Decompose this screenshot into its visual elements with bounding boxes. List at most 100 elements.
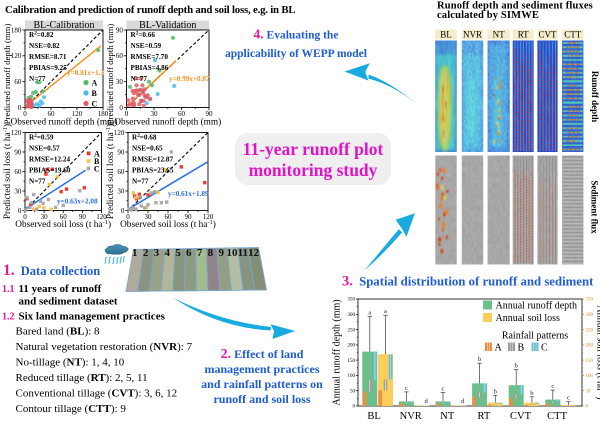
svg-text:1. Data collection: 1. Data collection: [3, 262, 100, 279]
svg-text:Reduced tillage (RT): 2, 5, 11: Reduced tillage (RT): 2, 5, 11: [16, 372, 148, 384]
svg-text:60: 60: [117, 168, 125, 176]
svg-text:0: 0: [18, 207, 22, 215]
svg-text:monitoring study: monitoring study: [249, 160, 378, 180]
svg-text:PBIAS=9.25: PBIAS=9.25: [29, 64, 67, 72]
svg-text:Predicted runoff depth (mm): Predicted runoff depth (mm): [2, 24, 12, 125]
svg-text:5: 5: [175, 247, 181, 259]
svg-text:RMSE=12.87: RMSE=12.87: [132, 156, 173, 164]
svg-text:Contour tillage (CTT): 9: Contour tillage (CTT): 9: [16, 403, 127, 415]
svg-text:4: 4: [164, 247, 170, 259]
svg-text:Annual soil loss: Annual soil loss: [496, 313, 561, 324]
svg-text:3: 3: [154, 247, 160, 259]
svg-text:C: C: [94, 164, 100, 173]
svg-text:11 years of runoff: 11 years of runoff: [19, 283, 102, 295]
svg-text:60: 60: [14, 78, 22, 86]
svg-text:R2​=0.66: R2​=0.66: [131, 31, 156, 40]
svg-text:c: c: [567, 395, 570, 402]
svg-text:60: 60: [14, 168, 22, 176]
svg-text:Sediment flux: Sediment flux: [590, 180, 600, 234]
svg-text:applicability of WEPP model: applicability of WEPP model: [225, 48, 367, 60]
svg-text:NVR: NVR: [463, 30, 482, 40]
svg-text:2: 2: [143, 247, 149, 259]
svg-text:B: B: [92, 89, 98, 98]
svg-text:300: 300: [348, 313, 356, 318]
svg-text:a: a: [368, 309, 371, 316]
svg-text:200: 200: [586, 344, 594, 349]
svg-text:Predicted runoff depth (mm): Predicted runoff depth (mm): [105, 24, 115, 125]
svg-text:management practices: management practices: [205, 362, 320, 376]
svg-text:0: 0: [353, 405, 356, 410]
svg-text:90: 90: [14, 148, 22, 156]
svg-text:and rainfall patterns on: and rainfall patterns on: [201, 377, 323, 391]
svg-text:7: 7: [197, 247, 203, 259]
svg-text:b: b: [478, 356, 481, 363]
svg-text:11-year runoff plot: 11-year runoff plot: [243, 139, 384, 159]
svg-text:C: C: [92, 99, 98, 108]
svg-text:0: 0: [119, 104, 123, 112]
svg-text:3. Spatial distribution of run: 3. Spatial distribution of runoff and se…: [342, 274, 594, 290]
svg-text:runoff and soil loss: runoff and soil loss: [213, 392, 310, 406]
svg-text:C: C: [541, 343, 548, 354]
svg-text:RT: RT: [518, 30, 529, 40]
svg-text:100: 100: [586, 374, 594, 379]
svg-text:250: 250: [586, 328, 594, 333]
svg-text:BL: BL: [440, 30, 452, 40]
svg-text:calculated by SIMWE: calculated by SIMWE: [437, 10, 539, 21]
svg-text:6: 6: [186, 247, 192, 259]
svg-text:PBIAS=19.60: PBIAS=19.60: [29, 166, 71, 174]
svg-text:8: 8: [208, 247, 214, 259]
svg-text:Annual runoff depth: Annual runoff depth: [496, 301, 577, 312]
svg-text:90: 90: [116, 26, 124, 34]
svg-text:90: 90: [117, 148, 125, 156]
svg-text:350: 350: [586, 298, 594, 303]
svg-text:d: d: [461, 398, 465, 405]
svg-text:N=77: N=77: [29, 177, 46, 185]
svg-text:CTT: CTT: [564, 30, 582, 40]
svg-text:60: 60: [116, 52, 124, 60]
svg-text:0: 0: [586, 405, 589, 410]
svg-text:NVR: NVR: [400, 411, 422, 422]
svg-text:30: 30: [117, 187, 125, 195]
svg-text:N=77: N=77: [132, 177, 149, 185]
svg-text:10: 10: [227, 247, 239, 259]
svg-text:PBIAS=23.65: PBIAS=23.65: [132, 166, 174, 174]
svg-text:1.2: 1.2: [2, 312, 15, 323]
svg-text:120: 120: [11, 52, 22, 60]
svg-text:300: 300: [586, 313, 594, 318]
svg-text:Conventional tillage (CVT): 3,: Conventional tillage (CVT): 3, 6, 12: [16, 388, 178, 400]
svg-text:9: 9: [218, 247, 224, 259]
svg-text:Rainfall patterns: Rainfall patterns: [502, 331, 568, 342]
svg-text:and sediment dataset: and sediment dataset: [19, 296, 118, 308]
svg-text:NSE=0.82: NSE=0.82: [29, 42, 60, 50]
svg-text:30: 30: [14, 187, 22, 195]
svg-text:PBIAS=4.86: PBIAS=4.86: [131, 64, 169, 72]
svg-text:Bared land (BL): 8: Bared land (BL): 8: [16, 326, 101, 338]
svg-text:NSE=0.59: NSE=0.59: [131, 42, 162, 50]
svg-text:a: a: [384, 308, 387, 315]
svg-text:150: 150: [348, 359, 356, 364]
svg-text:Observed soil loss (t ha-1): Observed soil loss (t ha-1): [15, 219, 111, 230]
svg-text:350: 350: [348, 298, 356, 303]
svg-text:11: 11: [238, 247, 248, 259]
svg-text:RT: RT: [478, 411, 491, 422]
svg-text:NT: NT: [440, 411, 455, 422]
svg-text:Six land management practices: Six land management practices: [19, 311, 166, 323]
svg-text:R2​=0.68: R2​=0.68: [132, 133, 157, 142]
svg-text:CVT: CVT: [539, 30, 558, 40]
svg-text:RMSE=12.24: RMSE=12.24: [29, 156, 70, 164]
svg-text:CVT: CVT: [510, 411, 532, 422]
svg-text:Observed runoff depth (mm): Observed runoff depth (mm): [11, 117, 118, 128]
svg-text:200: 200: [348, 344, 356, 349]
svg-text:250: 250: [348, 328, 356, 333]
svg-text:Observed runoff depth (mm): Observed runoff depth (mm): [114, 117, 221, 128]
svg-text:50: 50: [350, 389, 356, 394]
svg-text:No-tillage (NT): 1, 4, 10: No-tillage (NT): 1, 4, 10: [16, 357, 125, 369]
svg-text:y=0.61x+1.89: y=0.61x+1.89: [168, 190, 209, 198]
svg-text:Predicted soil loss (t ha-1): Predicted soil loss (t ha-1): [105, 124, 116, 219]
svg-text:30: 30: [116, 78, 124, 86]
svg-text:d: d: [424, 398, 428, 405]
svg-text:Calibration and prediction of: Calibration and prediction of runoff dep…: [5, 4, 295, 16]
svg-text:NSE=0.57: NSE=0.57: [29, 145, 60, 153]
svg-text:Runoff depth: Runoff depth: [590, 71, 600, 122]
svg-text:RMSE=7.70: RMSE=7.70: [131, 53, 169, 61]
